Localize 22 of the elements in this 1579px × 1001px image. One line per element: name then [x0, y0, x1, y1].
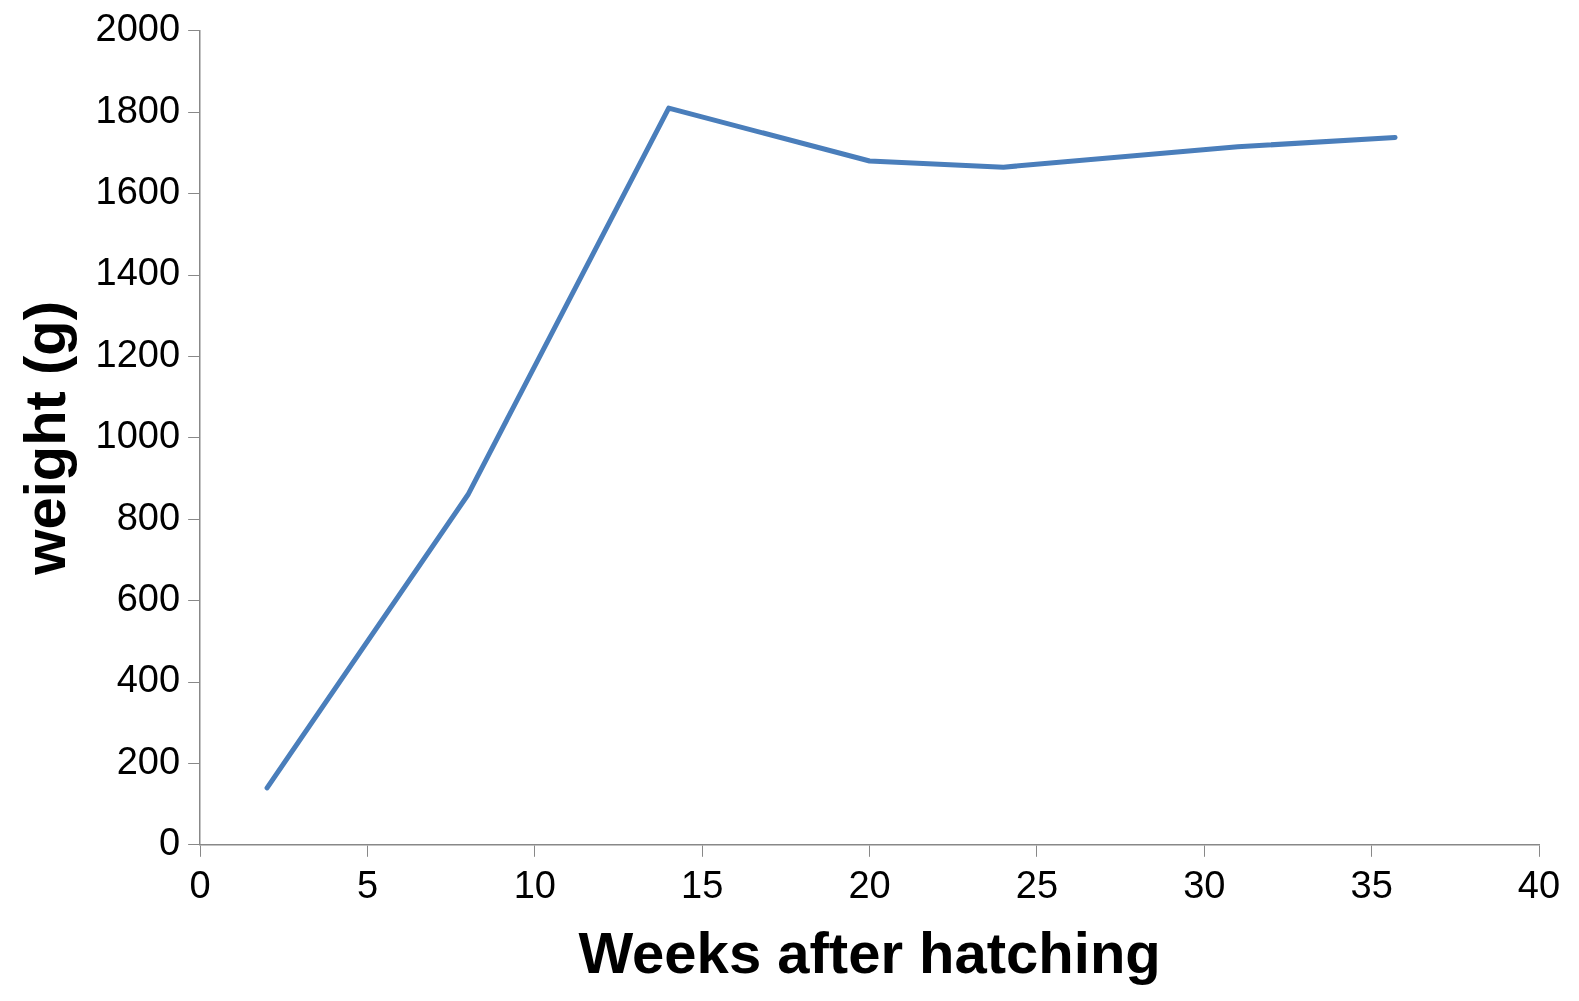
x-tick-label: 25	[1015, 864, 1059, 907]
y-tick-label: 1000	[95, 414, 181, 457]
y-tick-label: 600	[116, 577, 181, 620]
x-tick-label: 35	[1350, 864, 1393, 907]
y-tick-label: 1600	[95, 170, 181, 213]
y-tick-label: 800	[116, 495, 181, 538]
y-tick-label: 1800	[95, 88, 181, 131]
x-tick-label: 30	[1183, 864, 1226, 907]
x-tick-label: 40	[1517, 864, 1561, 907]
y-tick-label: 200	[116, 739, 181, 782]
x-tick-label: 20	[848, 864, 891, 907]
y-axis-title: weight (g)	[11, 300, 77, 576]
y-tick-label: 0	[158, 821, 181, 864]
y-tick-label: 1400	[95, 251, 181, 294]
x-tick-label: 5	[356, 864, 379, 907]
x-tick-label: 10	[513, 864, 556, 907]
x-axis-title: Weeks after hatching	[578, 920, 1161, 986]
y-tick-label: 400	[116, 658, 181, 701]
y-tick-label: 2000	[95, 7, 181, 50]
y-tick-label: 1200	[95, 332, 181, 375]
x-tick-label: 15	[681, 864, 724, 907]
x-tick-label: 0	[189, 864, 211, 907]
